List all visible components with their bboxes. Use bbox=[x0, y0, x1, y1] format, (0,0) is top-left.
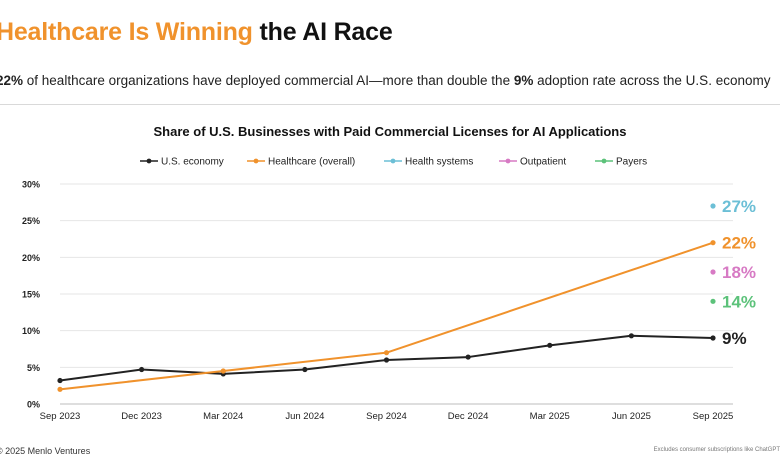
y-tick-label: 20% bbox=[22, 253, 40, 263]
data-point bbox=[57, 377, 63, 384]
data-point bbox=[547, 342, 553, 348]
y-tick-label: 10% bbox=[22, 326, 40, 336]
x-tick-label: Jun 2024 bbox=[285, 411, 324, 422]
subheadline-text-1: of healthcare organizations have deploye… bbox=[23, 73, 514, 88]
headline-rest: the AI Race bbox=[259, 18, 393, 46]
x-tick-label: Dec 2023 bbox=[121, 411, 162, 422]
subheadline-text-2: adoption rate across the U.S. economy bbox=[533, 73, 771, 88]
data-point bbox=[57, 386, 63, 392]
legend-label: U.S. economy bbox=[161, 157, 224, 168]
data-point bbox=[710, 240, 716, 246]
legend-label: Outpatient bbox=[520, 157, 566, 168]
y-tick-label: 5% bbox=[27, 363, 40, 373]
data-point bbox=[220, 368, 226, 374]
y-tick-label: 30% bbox=[22, 180, 40, 190]
data-point bbox=[465, 354, 471, 360]
footer-copyright: © 2025 Menlo Ventures bbox=[0, 446, 91, 456]
x-tick-label: Jun 2025 bbox=[612, 411, 651, 422]
legend-label: Payers bbox=[616, 157, 647, 168]
data-point bbox=[710, 335, 716, 341]
data-point bbox=[710, 269, 716, 275]
legend-swatch-dot bbox=[601, 158, 607, 164]
header-divider bbox=[0, 104, 780, 105]
end-value-label: 14% bbox=[722, 292, 756, 311]
y-tick-label: 25% bbox=[22, 216, 40, 226]
end-value-label: 9% bbox=[722, 329, 747, 348]
x-tick-label: Dec 2024 bbox=[448, 411, 489, 422]
x-tick-label: Sep 2023 bbox=[40, 411, 81, 422]
legend-label: Healthcare (overall) bbox=[268, 157, 355, 168]
subheadline: 22% of healthcare organizations have dep… bbox=[0, 73, 770, 88]
chart-title: Share of U.S. Businesses with Paid Comme… bbox=[153, 124, 627, 139]
series-line-1 bbox=[59, 241, 714, 391]
data-point bbox=[383, 357, 390, 363]
data-point bbox=[383, 350, 390, 356]
data-point bbox=[710, 203, 716, 209]
end-value-label: 22% bbox=[722, 234, 756, 253]
x-tick-label: Sep 2025 bbox=[693, 411, 734, 422]
legend-label: Health systems bbox=[405, 157, 473, 168]
y-tick-label: 0% bbox=[27, 400, 40, 410]
legend-swatch-dot bbox=[253, 158, 259, 164]
legend-swatch-dot bbox=[505, 158, 511, 164]
headline: Healthcare Is Winning the AI Race bbox=[0, 18, 393, 47]
x-tick-label: Mar 2025 bbox=[530, 411, 570, 422]
y-tick-label: 15% bbox=[22, 290, 40, 300]
end-value-label: 18% bbox=[722, 263, 756, 282]
data-point bbox=[710, 298, 716, 304]
subheadline-economy-pct: 9% bbox=[513, 73, 534, 88]
end-value-label: 27% bbox=[722, 197, 756, 216]
data-point bbox=[628, 333, 634, 339]
x-tick-label: Mar 2024 bbox=[203, 411, 243, 422]
legend-swatch-dot bbox=[146, 158, 152, 164]
legend-swatch-dot bbox=[390, 158, 396, 164]
data-point bbox=[302, 366, 308, 373]
x-tick-label: Sep 2024 bbox=[366, 411, 407, 422]
headline-accent: Healthcare Is Winning bbox=[0, 18, 253, 46]
footer-note: Excludes consumer subscriptions like Cha… bbox=[653, 447, 780, 453]
data-point bbox=[139, 366, 145, 373]
subheadline-healthcare-pct: 22% bbox=[0, 73, 24, 88]
